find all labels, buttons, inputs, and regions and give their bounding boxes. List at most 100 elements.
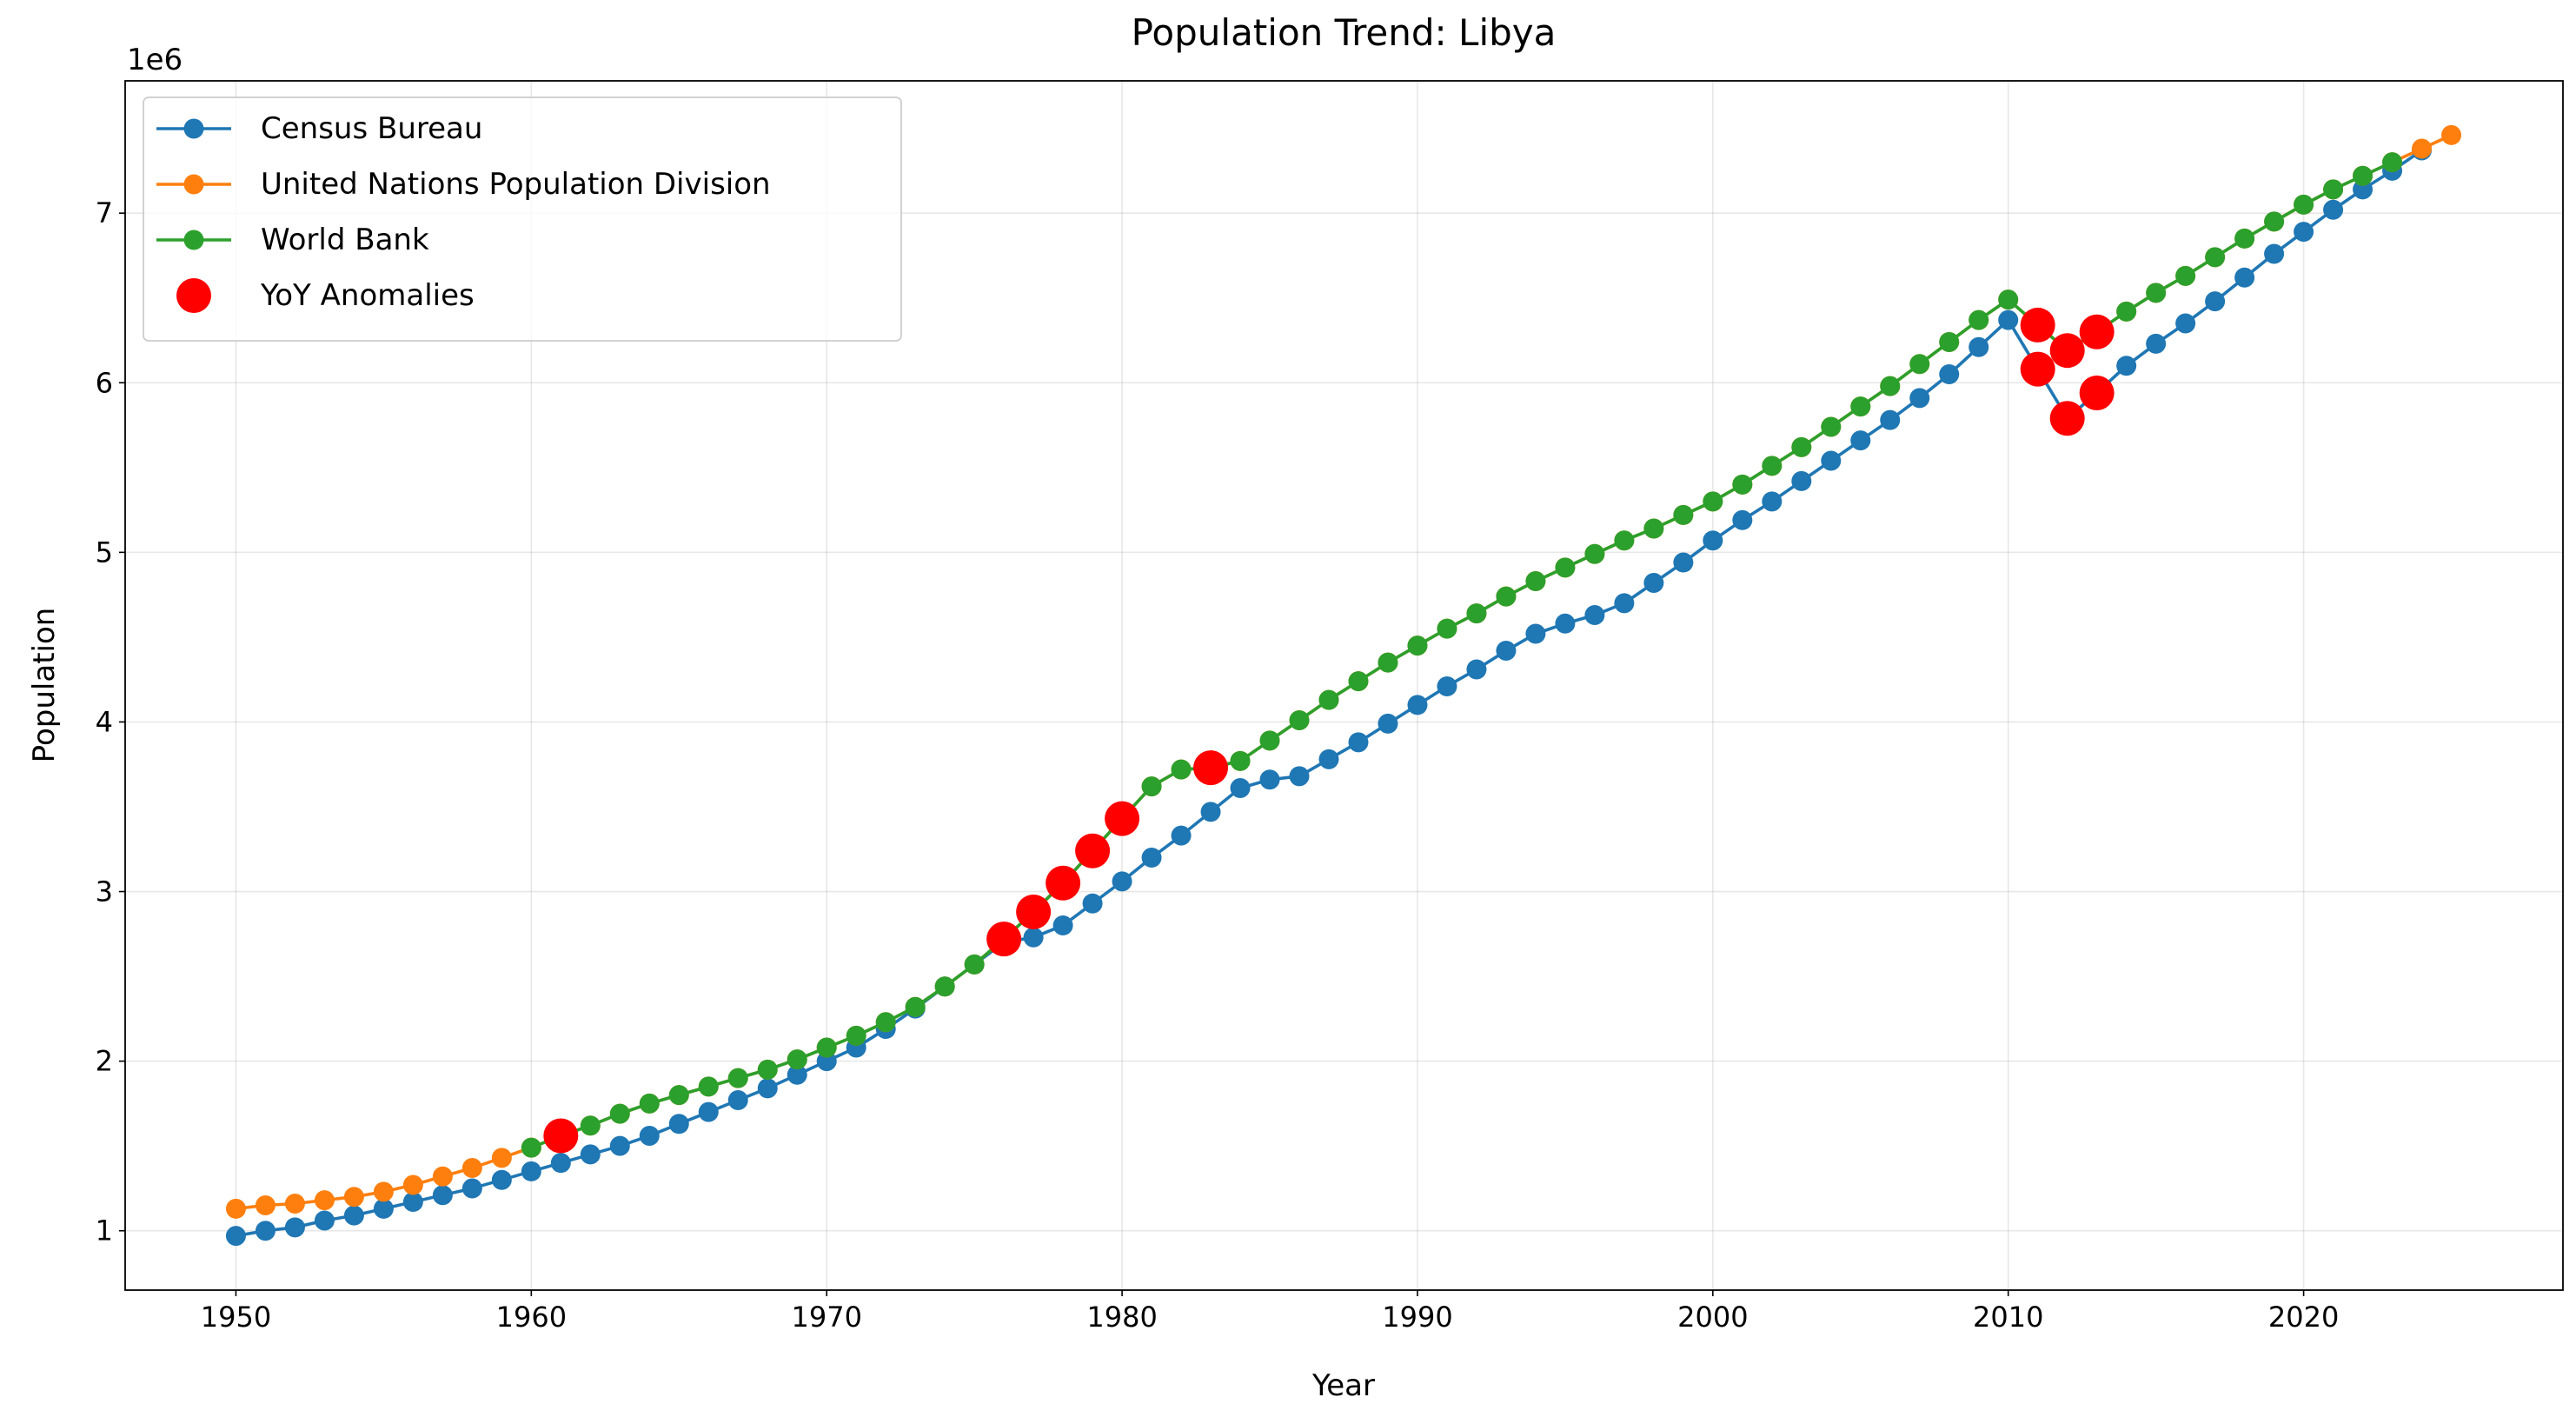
x-axis-label: Year xyxy=(1311,1368,1375,1403)
x-tick-label: 1970 xyxy=(791,1301,861,1334)
point-marker xyxy=(698,1076,719,1097)
point-marker xyxy=(2264,211,2285,232)
point-marker xyxy=(1082,893,1103,914)
point-marker xyxy=(757,1059,778,1080)
point-marker xyxy=(787,1064,807,1085)
point-marker xyxy=(1703,530,1723,551)
point-marker xyxy=(2294,194,2314,215)
point-marker xyxy=(2441,124,2462,145)
point-marker xyxy=(314,1210,335,1231)
y-tick-label: 2 xyxy=(96,1045,113,1078)
point-marker xyxy=(1259,730,1280,751)
point-marker xyxy=(1880,409,1901,430)
point-marker xyxy=(1850,430,1871,451)
x-tick-label: 2020 xyxy=(2268,1301,2339,1334)
legend-box xyxy=(143,96,902,342)
point-marker xyxy=(757,1078,778,1099)
point-marker xyxy=(1821,416,1842,437)
point-marker xyxy=(1230,778,1251,799)
y-tick-label: 7 xyxy=(96,196,113,230)
anomaly-marker xyxy=(2020,307,2055,343)
x-tick-label: 1990 xyxy=(1382,1301,1452,1334)
point-marker xyxy=(1525,571,1546,592)
point-marker xyxy=(609,1135,630,1156)
point-marker xyxy=(1171,759,1192,780)
x-tick-label: 2010 xyxy=(1973,1301,2043,1334)
anomaly-marker xyxy=(1016,894,1052,929)
point-marker xyxy=(668,1085,689,1106)
point-marker xyxy=(846,1025,866,1046)
point-marker xyxy=(875,1012,896,1033)
point-marker xyxy=(1584,605,1605,626)
point-marker xyxy=(2382,152,2403,173)
point-marker xyxy=(1466,603,1487,624)
point-marker xyxy=(225,1226,246,1247)
point-marker xyxy=(816,1037,837,1058)
point-marker xyxy=(2294,222,2314,243)
anomaly-marker xyxy=(2079,314,2115,349)
point-marker xyxy=(432,1185,453,1206)
point-marker xyxy=(1939,331,1960,352)
legend-label: World Bank xyxy=(261,223,429,257)
point-marker xyxy=(1791,470,1812,491)
point-marker xyxy=(2146,333,2167,354)
anomaly-marker xyxy=(1046,865,1081,901)
point-marker xyxy=(2323,199,2344,220)
point-marker xyxy=(1437,675,1457,696)
anomaly-marker xyxy=(2049,333,2085,369)
point-marker xyxy=(1318,689,1339,710)
point-marker xyxy=(2323,179,2344,200)
point-marker xyxy=(2116,356,2137,376)
legend: Census Bureau United Nations Population D… xyxy=(143,96,902,342)
point-marker xyxy=(580,1115,601,1136)
y-tick-label: 1 xyxy=(96,1214,113,1248)
point-marker xyxy=(373,1198,394,1219)
point-marker xyxy=(1998,309,2019,330)
point-marker xyxy=(580,1144,601,1165)
point-marker xyxy=(2175,265,2196,286)
x-tick-label: 2000 xyxy=(1677,1301,1748,1334)
point-marker xyxy=(2116,301,2137,322)
point-marker xyxy=(1614,530,1635,551)
point-marker xyxy=(1762,491,1783,512)
point-marker xyxy=(461,1178,482,1199)
plot-frame xyxy=(124,80,2564,1291)
point-marker xyxy=(402,1192,423,1213)
point-marker xyxy=(402,1174,423,1195)
point-marker xyxy=(1466,659,1487,680)
point-marker xyxy=(1584,543,1605,564)
point-marker xyxy=(2175,313,2196,334)
anomaly-marker xyxy=(1105,801,1140,836)
point-marker xyxy=(343,1187,364,1208)
anomaly-marker xyxy=(1193,750,1229,786)
point-marker xyxy=(668,1114,689,1135)
point-marker xyxy=(1378,652,1398,673)
point-marker xyxy=(1791,436,1812,457)
point-marker xyxy=(343,1205,364,1226)
point-marker xyxy=(639,1125,660,1146)
point-marker xyxy=(2205,291,2226,312)
point-marker xyxy=(609,1103,630,1124)
point-marker xyxy=(1289,766,1310,787)
point-marker xyxy=(1909,354,1930,375)
point-marker xyxy=(2234,267,2255,288)
point-marker xyxy=(1141,776,1162,797)
y-tick-label: 6 xyxy=(96,366,113,399)
point-marker xyxy=(1407,695,1428,715)
anomaly-marker xyxy=(2020,351,2055,387)
point-marker xyxy=(1407,635,1428,656)
anomaly-marker xyxy=(986,922,1022,957)
point-marker xyxy=(550,1153,571,1174)
anomaly-marker xyxy=(1075,833,1111,868)
y-offset-label: 1e6 xyxy=(127,43,183,77)
point-marker xyxy=(727,1068,748,1088)
point-marker xyxy=(225,1198,246,1219)
y-axis-label: Population xyxy=(27,608,62,763)
point-marker xyxy=(521,1161,541,1181)
y-tick-label: 3 xyxy=(96,875,113,908)
point-marker xyxy=(1259,769,1280,790)
point-marker xyxy=(964,954,985,975)
point-marker xyxy=(787,1049,807,1070)
